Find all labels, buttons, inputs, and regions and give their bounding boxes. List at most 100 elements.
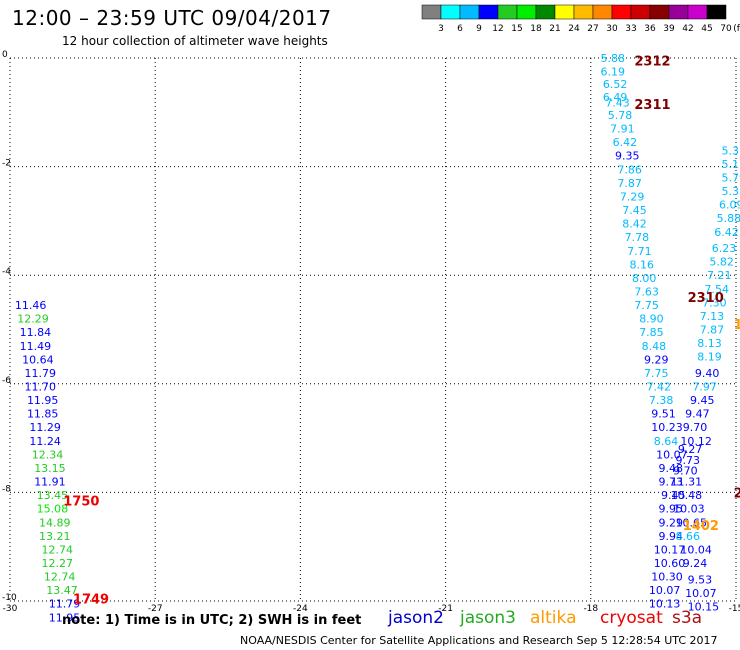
- swh-value: 11.70: [25, 381, 57, 394]
- colorbar-swatch: [630, 4, 651, 20]
- swh-value: 7.43: [605, 97, 630, 110]
- satellite-label: jason3: [460, 608, 516, 628]
- swh-value: 7.91: [610, 123, 635, 136]
- swh-value: 7.13: [700, 310, 725, 323]
- swh-value: 7.97: [692, 381, 717, 394]
- swh-value: 9.70: [673, 465, 698, 478]
- track-label: 2309: [734, 486, 740, 501]
- swh-value: 12.27: [41, 557, 73, 570]
- colorbar-swatch: [668, 4, 689, 20]
- colorbar-swatch: [649, 4, 670, 20]
- swh-value: 7.71: [627, 245, 652, 258]
- swh-value: 11.84: [20, 326, 52, 339]
- colorbar-label: 9: [476, 24, 482, 34]
- colorbar-label: 3: [438, 24, 444, 34]
- swh-value: 11.31: [671, 476, 703, 489]
- swh-value: 5.35: [721, 185, 740, 198]
- swh-value: 15.08: [37, 503, 68, 516]
- swh-value: 5.88: [717, 212, 740, 225]
- track-label: 2310: [688, 291, 724, 306]
- swh-value: 8.19: [697, 351, 722, 364]
- x-tick-label: -21: [438, 604, 453, 614]
- swh-value: 9.73: [676, 454, 701, 467]
- colorbar-swatch: [554, 4, 575, 20]
- chart-subtitle: 12 hour collection of altimeter wave hei…: [62, 34, 328, 48]
- track-label: 1402: [683, 519, 719, 534]
- track-label: 1749: [73, 592, 109, 607]
- swh-value: 5.78: [608, 109, 633, 122]
- track-labels: 2312 2311 2310 2309 1750 1749 1402 19: [63, 55, 740, 608]
- swh-value: 5.82: [709, 256, 734, 269]
- colorbar-swatch: [516, 4, 537, 20]
- swh-value: 11.46: [15, 299, 47, 312]
- y-tick-label: -10: [2, 593, 17, 603]
- colorbar-swatch: [573, 4, 594, 20]
- colorbar-label: 6: [457, 24, 463, 34]
- swh-value: 13.21: [39, 530, 71, 543]
- plot-grid: [9, 57, 737, 602]
- swh-value: 9.73: [659, 476, 684, 489]
- swh-value: 6.09: [719, 199, 740, 212]
- swh-value: 7.38: [649, 394, 674, 407]
- swh-value: 5.3: [721, 144, 739, 157]
- swh-value: 10.13: [649, 598, 681, 611]
- swh-value: 9.95: [659, 503, 684, 516]
- swh-value: 10.07: [685, 587, 717, 600]
- swh-value: 11.29: [29, 421, 61, 434]
- track-label: 19: [734, 318, 740, 333]
- swh-value: 11.95: [27, 394, 59, 407]
- swh-value: 9.24: [683, 557, 708, 570]
- colorbar-swatch: [706, 4, 727, 20]
- swh-value: 8.66: [676, 530, 701, 543]
- colorbar-label: 21: [549, 24, 560, 34]
- y-tick-label: 0: [2, 50, 8, 60]
- swh-value: 7.87: [617, 177, 642, 190]
- colorbar-label: 24: [568, 24, 580, 34]
- swh-value: 9.35: [615, 150, 640, 163]
- colorbar-swatch: [592, 4, 613, 20]
- colorbar-label: 30: [606, 24, 618, 34]
- colorbar-swatch: [440, 4, 461, 20]
- colorbar-label: 70: [720, 24, 732, 34]
- swh-value: 13.15: [34, 462, 65, 475]
- swh-value: 10.60: [654, 557, 686, 570]
- swh-value: 7.21: [707, 269, 732, 282]
- swh-value: 6.23: [712, 242, 737, 255]
- swh-value: 12.34: [32, 448, 63, 461]
- swh-value: 12.74: [44, 571, 76, 584]
- swh-value: 13.45: [37, 489, 68, 502]
- swh-value: 9.94: [659, 530, 684, 543]
- colorbar-swatch: [611, 4, 632, 20]
- x-tick-label: -18: [583, 604, 598, 614]
- swh-value: 5.79: [721, 171, 740, 184]
- swh-value: 9.27: [678, 443, 703, 456]
- colorbar-label: 39: [663, 24, 675, 34]
- swh-value: 6.42: [613, 136, 638, 149]
- y-tick-label: -8: [2, 484, 11, 494]
- colorbar-label: 27: [587, 24, 598, 34]
- swh-value: 9.40: [695, 367, 720, 380]
- colorbar-swatch: [497, 4, 518, 20]
- swh-value: 9.48: [659, 462, 684, 475]
- y-tick-label: -4: [2, 267, 11, 277]
- colorbar-swatch: [421, 4, 442, 20]
- swh-value: 8.64: [654, 435, 679, 448]
- colorbar-swatch: [535, 4, 556, 20]
- colorbar-swatch: [459, 4, 480, 20]
- swh-value: 13.47: [46, 584, 78, 597]
- colorbar-label: 42: [682, 24, 693, 34]
- swh-value: 11.49: [20, 340, 52, 353]
- swh-value: 11.91: [34, 476, 65, 489]
- swh-value: 11.95: [49, 611, 81, 624]
- swh-value: 7.29: [620, 190, 645, 203]
- colorbar-label: 15: [511, 24, 522, 34]
- swh-value: 6.49: [603, 91, 628, 104]
- swh-value: 9.70: [683, 421, 708, 434]
- swh-value: 9.29: [659, 516, 684, 529]
- swh-value: 7.75: [644, 367, 669, 380]
- satellite-label: cryosat: [600, 608, 663, 628]
- swh-value: 10.23: [651, 421, 683, 434]
- footer-note: note: 1) Time is in UTC; 2) SWH is in fe…: [62, 613, 362, 628]
- y-tick-label: -2: [2, 159, 11, 169]
